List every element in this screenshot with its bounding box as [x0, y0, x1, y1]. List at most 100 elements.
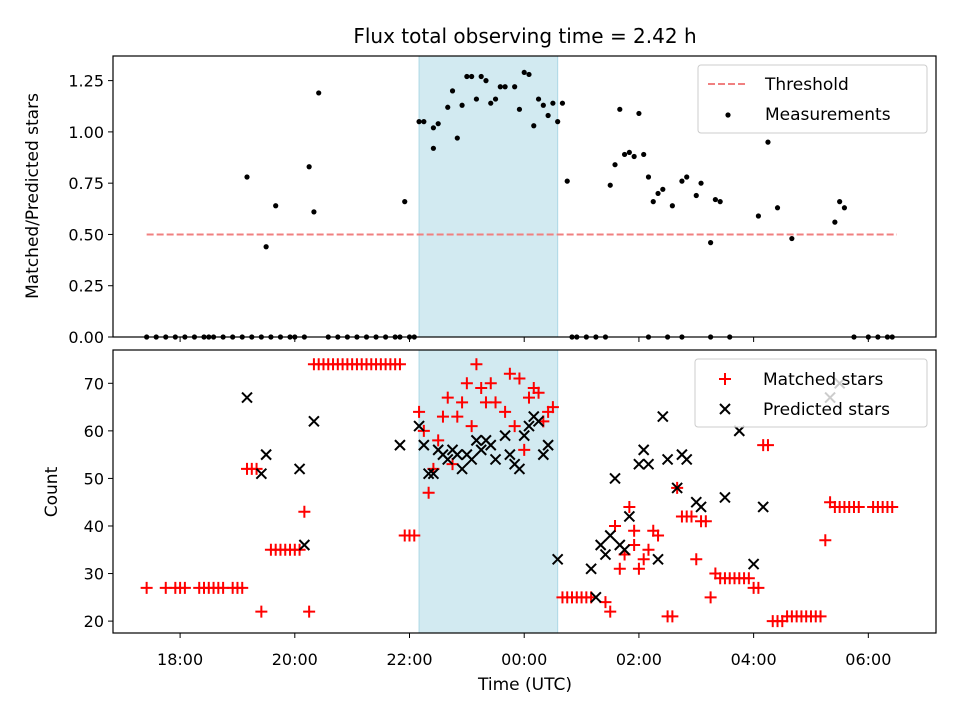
- top-y-tick-label: 0.00: [68, 328, 104, 347]
- predicted-star-point: [590, 591, 602, 604]
- predicted-star-point: [671, 482, 683, 494]
- matched-legend-label: Matched stars: [763, 370, 883, 390]
- predicted-star-point: [642, 458, 655, 470]
- top-y-tick-label: 0.75: [68, 174, 104, 193]
- matched-star-point: [465, 420, 478, 433]
- x-tick-label: 22:00: [386, 650, 432, 669]
- measurement-point: [755, 213, 762, 219]
- measurement-point: [473, 96, 480, 102]
- matched-star-point: [532, 386, 545, 399]
- x-tick-label: 20:00: [272, 650, 318, 669]
- matched-star-point: [522, 391, 535, 404]
- measurement-point: [402, 199, 408, 205]
- measurement-point: [540, 102, 546, 108]
- predicted-star-point: [442, 453, 454, 466]
- matched-star-point: [408, 529, 421, 542]
- matched-star-point: [546, 401, 559, 414]
- measurement-point: [449, 88, 456, 94]
- measurement-point: [765, 139, 771, 145]
- measurement-point: [837, 199, 843, 205]
- predicted-star-point: [604, 529, 616, 542]
- measurement-point: [545, 112, 551, 119]
- matched-star-point: [508, 420, 521, 433]
- predicted-star-point: [637, 444, 650, 456]
- measurement-point: [516, 106, 523, 112]
- matched-star-point: [685, 510, 698, 523]
- top-legend: Threshold Measurements: [697, 64, 928, 134]
- measurement-point: [430, 145, 437, 151]
- measurement-point: [454, 135, 460, 141]
- x-tick-label: 06:00: [845, 650, 891, 669]
- measurement-point: [488, 100, 494, 106]
- measurement-point: [445, 104, 451, 110]
- measurement-point: [669, 203, 675, 209]
- matched-star-point: [666, 610, 679, 623]
- measurements-legend-swatch: [725, 112, 731, 118]
- predicted-star-point: [413, 420, 425, 432]
- predicted-star-point: [475, 444, 487, 456]
- measurement-point: [492, 96, 499, 102]
- predicted-star-point: [618, 544, 631, 556]
- matched-star-point: [628, 524, 641, 537]
- top-y-tick-label: 0.50: [68, 225, 104, 244]
- bottom-y-tick-label: 40: [84, 517, 104, 536]
- predicted-star-point: [427, 467, 440, 480]
- matched-star-point: [652, 529, 665, 542]
- measurement-point: [550, 100, 556, 106]
- matched-star-point: [503, 367, 516, 380]
- bottom-plot: 20 30 40 50 60 70 18:00 20:00 22:00 00:00 02:00 04…: [42, 349, 937, 695]
- predicted-star-point: [652, 553, 664, 565]
- bottom-y-tick-label: 70: [84, 374, 104, 393]
- matched-star-point: [642, 543, 655, 556]
- bottom-y-tick-label: 30: [84, 565, 104, 584]
- predicted-legend-swatch: [719, 403, 731, 415]
- predicted-star-point: [551, 553, 564, 565]
- measurement-point: [483, 78, 489, 84]
- predicted-star-point: [695, 501, 707, 513]
- predicted-star-point: [661, 453, 674, 466]
- measurement-point: [698, 180, 704, 186]
- matched-star-point: [499, 405, 512, 418]
- predicted-star-point: [470, 434, 483, 447]
- matched-star-point: [255, 605, 268, 618]
- measurement-point: [693, 192, 699, 199]
- matched-star-point: [886, 500, 899, 513]
- predicted-star-point: [418, 439, 430, 451]
- matched-star-point: [699, 515, 712, 528]
- measurement-point: [521, 69, 527, 76]
- matched-star-point: [470, 358, 483, 371]
- matched-star-point: [613, 562, 626, 575]
- matched-star-point: [690, 553, 703, 566]
- measurement-point: [841, 205, 848, 211]
- predicted-star-point: [456, 463, 468, 475]
- measurement-point: [435, 121, 441, 127]
- x-tick-label: 00:00: [501, 650, 547, 669]
- matched-star-point: [609, 519, 622, 532]
- measurement-point: [559, 100, 566, 106]
- measurement-point: [502, 84, 508, 90]
- matched-star-point: [632, 562, 645, 575]
- predicted-star-point: [241, 391, 253, 404]
- measurement-point: [684, 174, 690, 180]
- measurement-point: [244, 174, 250, 180]
- matched-star-point: [513, 372, 526, 385]
- matched-star-point: [628, 539, 641, 552]
- matched-star-point: [704, 591, 717, 604]
- predicted-star-point: [733, 425, 745, 437]
- bottom-y-tick-label: 50: [84, 469, 104, 488]
- bottom-y-axis-label: Count: [42, 466, 62, 517]
- matched-star-point: [436, 410, 449, 423]
- x-axis-label: Time (UTC): [477, 675, 572, 695]
- matched-star-point: [742, 572, 755, 585]
- measurement-point: [645, 174, 652, 180]
- measurement-point: [478, 73, 484, 80]
- predicted-star-point: [757, 501, 769, 513]
- measurement-point: [636, 110, 642, 117]
- measurement-point: [660, 186, 666, 192]
- predicted-star-point: [594, 539, 607, 551]
- predicted-star-point: [499, 429, 511, 442]
- measurement-point: [416, 119, 422, 125]
- predicted-legend-label: Predicted stars: [763, 400, 890, 420]
- predicted-star-point: [623, 510, 636, 523]
- matched-star-point: [484, 377, 497, 390]
